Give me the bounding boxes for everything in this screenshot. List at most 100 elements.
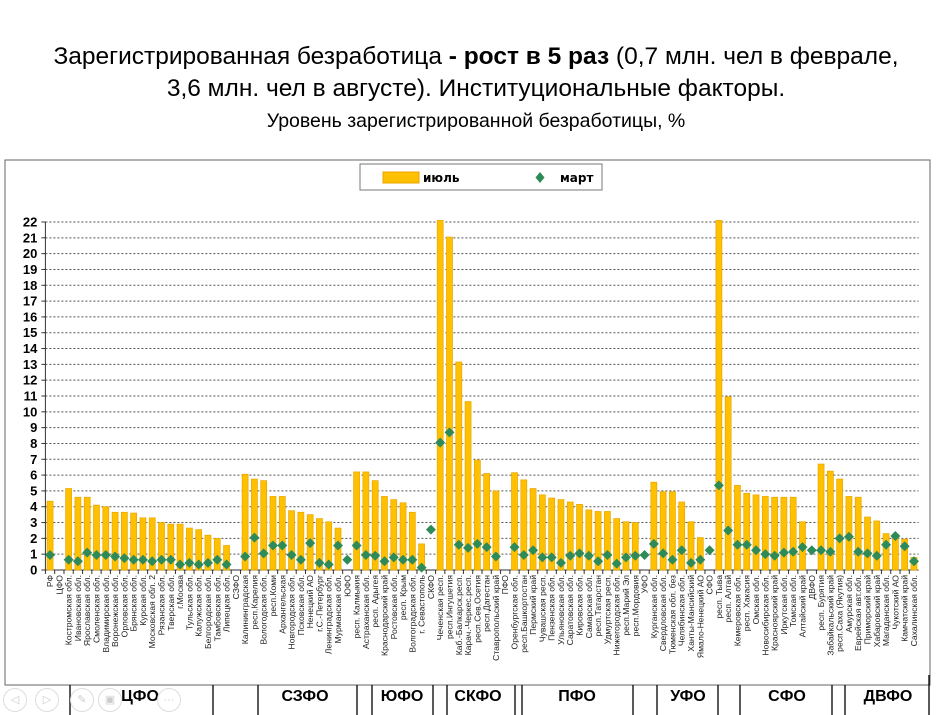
bar-july: [130, 512, 137, 571]
x-tick-label: Мурманская обл.: [333, 575, 343, 643]
legend-diamond-swatch: [535, 172, 545, 183]
more-options-button[interactable]: ···: [157, 688, 181, 712]
y-tick-label: 13: [23, 357, 37, 372]
y-tick-label: 10: [23, 404, 37, 419]
marker-march: [797, 542, 808, 553]
x-tick-label: Московская обл. 2: [147, 575, 157, 649]
bar-july: [548, 497, 556, 571]
marker-march: [620, 552, 631, 563]
bar-july: [390, 499, 398, 571]
x-tick-label: Сахалинская обл.: [909, 575, 919, 646]
marker-march: [713, 480, 724, 491]
x-tick-label: Саратовская обл.: [565, 575, 575, 645]
marker-march: [528, 545, 539, 556]
marker-march: [741, 539, 752, 550]
bar-july: [204, 534, 212, 571]
marker-march: [258, 548, 269, 559]
x-tick-label: Новгородская обл.: [287, 575, 297, 649]
x-tick-label: Ханты-Мансийский: [686, 575, 696, 652]
x-tick-label: Ярославская обл.: [82, 575, 92, 646]
pen-tool-button[interactable]: ✎: [70, 688, 94, 712]
marker-march: [704, 545, 715, 556]
bar-july: [223, 545, 230, 571]
x-tick-label: Ростовская обл.: [389, 575, 399, 639]
district-label-ufo: УФО: [670, 688, 706, 705]
marker-march: [463, 542, 474, 553]
bar-july: [492, 490, 500, 571]
district-label-yufo: ЮФО: [380, 688, 424, 705]
marker-march: [360, 549, 371, 560]
x-tick-label: Курганская обл.: [649, 575, 659, 638]
prev-slide-button[interactable]: ◁: [3, 688, 27, 712]
y-tick-label: 15: [23, 325, 37, 340]
legend-label-july: июль: [423, 171, 460, 185]
x-tick-label: Архангельская: [277, 575, 287, 634]
legend: июль март: [359, 163, 603, 191]
x-tick-label: Хабаровский край: [872, 575, 882, 647]
marker-march: [45, 549, 56, 560]
bar-july: [297, 511, 305, 571]
bar-july: [631, 522, 639, 571]
x-tick-label: респ. Бурятия: [816, 575, 826, 631]
marker-march: [509, 542, 520, 553]
bar-july: [260, 480, 268, 571]
y-tick-label: 22: [23, 215, 37, 230]
district-label-pfo: ПФО: [558, 688, 596, 705]
x-tick-label: респ. Калмыкия: [352, 575, 362, 639]
x-tick-label: респ.Саха (Якутия): [835, 575, 845, 652]
bar-july: [111, 511, 119, 571]
x-tick-label: Нижегородская обл.: [612, 575, 622, 655]
x-tick-label: Ставропольский край: [491, 575, 501, 661]
x-tick-label: Магаданская обл.: [881, 575, 891, 646]
bar-july: [93, 504, 100, 571]
x-tick-label: Алтайский край: [797, 575, 807, 638]
x-tick-label: Пермский край: [528, 575, 538, 635]
marker-march: [546, 552, 557, 563]
x-tick-label: Ненецкий АО: [305, 575, 315, 629]
marker-march: [686, 557, 697, 568]
bar-july: [186, 527, 193, 571]
marker-march: [723, 525, 734, 536]
bar-july: [241, 473, 249, 571]
marker-march: [769, 550, 780, 561]
marker-march: [286, 549, 297, 560]
marker-march: [119, 553, 130, 564]
next-slide-button[interactable]: ▷: [35, 688, 59, 712]
bar-july: [529, 488, 537, 571]
bar-july: [771, 496, 778, 571]
x-tick-label: Томская обл.: [788, 575, 798, 627]
x-tick-label: Ямало-Ненецкий АО: [695, 575, 705, 658]
bar-july: [121, 511, 128, 571]
x-tick-label: Брянская обл.: [129, 575, 139, 632]
bar-july: [557, 499, 565, 571]
marker-march: [834, 533, 845, 544]
x-tick-label: Удмуртская респ.: [602, 575, 612, 644]
marker-march: [314, 557, 325, 568]
bar-july: [836, 478, 843, 571]
bar-july: [734, 485, 741, 571]
bar-july: [353, 471, 360, 571]
y-tick-label: 18: [23, 278, 37, 293]
bar-july: [464, 401, 472, 571]
district-label-dvfo: ДВФО: [863, 688, 913, 705]
x-tick-label: г. Севастополь: [417, 574, 427, 633]
marker-march: [110, 551, 121, 562]
bar-july: [743, 492, 751, 571]
x-tick-label: респ.Коми: [268, 575, 278, 617]
district-label-szfo: СЗФО: [281, 688, 329, 705]
x-tick-label: респ. Алтай: [723, 575, 733, 623]
marker-march: [175, 559, 186, 570]
x-tick-label: Тамбовская обл.: [212, 575, 222, 641]
bar-july: [761, 496, 769, 571]
x-tick-label: Челябинская обл.: [677, 575, 687, 646]
x-tick-label: Тульская обл.: [184, 575, 194, 630]
marker-march: [611, 558, 622, 569]
slides-overview-button[interactable]: ▣: [98, 688, 122, 712]
marker-march: [63, 554, 74, 565]
title-text: Зарегистрированная безработица: [53, 43, 449, 70]
marker-march: [379, 556, 390, 567]
bar-july: [371, 480, 379, 571]
bar-july: [83, 496, 91, 571]
marker-march: [658, 548, 669, 559]
x-tick-label: Псковская обл.: [296, 575, 306, 635]
